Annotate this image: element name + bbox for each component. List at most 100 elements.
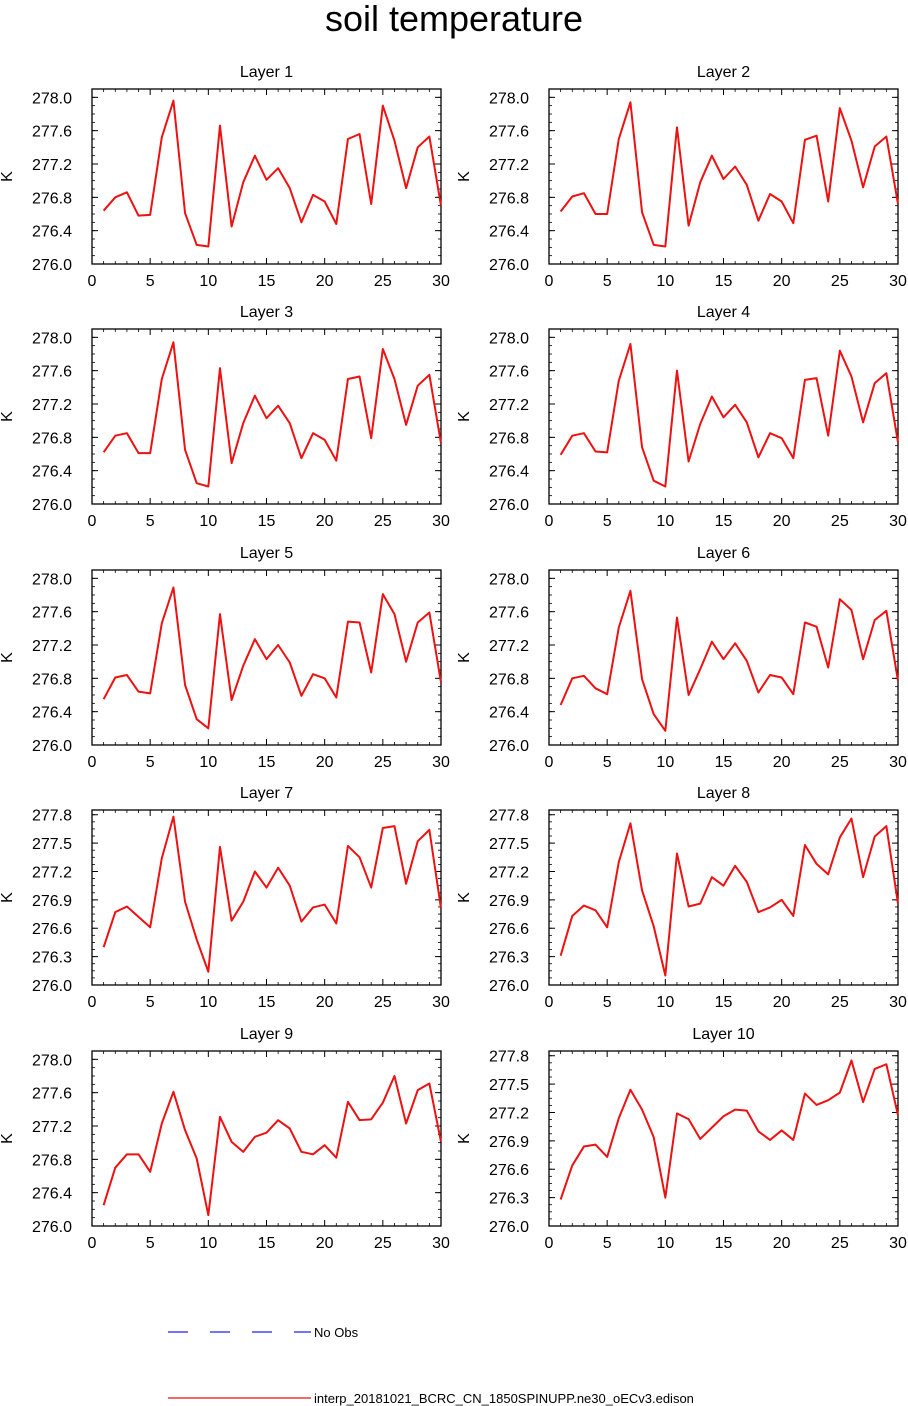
x-tick-label: 20 [316,754,334,771]
y-tick-label: 276.9 [489,1134,529,1151]
x-tick-label: 5 [603,994,612,1011]
x-tick-label: 10 [656,994,674,1011]
y-tick-label: 278.0 [489,571,529,588]
y-tick-label: 276.4 [32,464,72,481]
plot-frame [91,88,442,265]
y-tick-label: 276.4 [32,705,72,722]
y-tick-label: 277.2 [32,864,72,881]
x-tick-label: 0 [545,994,554,1011]
x-tick-label: 20 [316,273,334,290]
y-tick-label: 277.2 [32,397,72,414]
y-tick-label: 277.2 [489,157,529,174]
y-tick-label: 277.2 [489,864,529,881]
y-axis-label: K [456,1133,473,1144]
x-tick-label: 0 [545,1235,554,1252]
x-tick-label: 30 [432,513,450,530]
x-tick-label: 20 [316,513,334,530]
y-tick-label: 277.6 [32,364,72,381]
x-tick-label: 20 [316,1235,334,1252]
x-tick-label: 5 [146,513,155,530]
x-tick-label: 10 [199,994,217,1011]
figure-title: soil temperature [324,0,584,39]
series-line [559,817,899,977]
series-line [102,586,442,730]
x-tick-label: 0 [88,513,97,530]
y-tick-label: 277.2 [489,1105,529,1122]
y-tick-label: 276.4 [32,1186,72,1203]
y-axis-label: K [0,411,16,422]
panel-title: Layer 2 [697,64,750,81]
x-tick-label: 25 [831,994,849,1011]
x-tick-label: 10 [656,754,674,771]
panel-title: Layer 1 [240,64,293,81]
y-tick-label: 276.6 [489,921,529,938]
x-tick-label: 20 [773,1235,791,1252]
y-tick-label: 277.8 [32,808,72,825]
x-tick-label: 25 [374,754,392,771]
x-tick-label: 10 [199,754,217,771]
y-tick-label: 276.6 [489,1162,529,1179]
x-tick-label: 0 [88,273,97,290]
x-tick-label: 30 [432,273,450,290]
y-tick-label: 276.3 [489,1191,529,1208]
x-tick-label: 15 [715,513,733,530]
y-axis-label: K [0,171,16,182]
y-tick-label: 276.4 [32,224,72,241]
y-tick-label: 276.0 [489,257,529,274]
x-tick-label: 30 [432,1235,450,1252]
y-tick-label: 278.0 [489,330,529,347]
y-axis-label: K [0,652,16,663]
y-tick-label: 277.5 [489,1077,529,1094]
y-tick-label: 277.6 [489,364,529,381]
series-line [559,343,899,488]
legend: No Obs interp_20181021_BCRC_CN_1850SPINUP… [168,1325,694,1406]
x-tick-label: 20 [773,273,791,290]
y-tick-label: 276.6 [32,921,72,938]
y-tick-label: 276.8 [32,1152,72,1169]
panel-title: Layer 3 [240,304,293,321]
y-axis-label: K [456,171,473,182]
chart-panel-layer-7: Layer 7 K 0 5 10 15 20 25 30 276.0 276.3 276.6 276.9… [0,785,450,1011]
panel-title: Layer 5 [240,545,293,562]
x-tick-label: 25 [831,754,849,771]
chart-panel-layer-9: Layer 9 K 0 5 10 15 20 25 30 276.0 276.4 276.8 277.2… [0,1026,450,1252]
y-axis-label: K [456,652,473,663]
y-axis-label: K [0,892,16,903]
y-tick-label: 277.6 [32,1086,72,1103]
y-tick-label: 276.4 [489,705,529,722]
series-line [102,341,442,488]
x-tick-label: 25 [831,513,849,530]
x-tick-label: 0 [545,513,554,530]
panel-title: Layer 10 [692,1026,754,1043]
series-line [102,1075,442,1217]
plot-frame [548,809,899,986]
y-tick-label: 277.6 [32,605,72,622]
plot-frame [91,1050,442,1227]
x-tick-label: 25 [374,513,392,530]
y-tick-label: 276.9 [32,893,72,910]
y-tick-label: 277.5 [32,836,72,853]
x-tick-label: 25 [831,273,849,290]
x-tick-label: 25 [374,273,392,290]
plot-frame [548,88,899,265]
x-tick-label: 0 [545,273,554,290]
x-tick-label: 10 [656,513,674,530]
x-tick-label: 5 [146,273,155,290]
y-tick-label: 278.0 [32,571,72,588]
y-tick-label: 276.8 [489,190,529,207]
y-tick-label: 278.0 [32,330,72,347]
series-line [102,815,442,973]
x-tick-label: 30 [889,754,907,771]
x-tick-label: 5 [146,994,155,1011]
y-tick-label: 277.2 [32,157,72,174]
x-tick-label: 15 [258,1235,276,1252]
y-axis-label: K [456,892,473,903]
chart-panel-layer-10: Layer 10 K 0 5 10 15 20 25 30 276.0 276.3 276.6 276.… [456,1026,907,1252]
y-tick-label: 277.8 [489,808,529,825]
chart-panel-layer-2: Layer 2 K 0 5 10 15 20 25 30 276.0 276.4 276.8 277.2… [456,64,907,290]
x-tick-label: 30 [889,1235,907,1252]
x-tick-label: 10 [656,273,674,290]
y-tick-label: 277.2 [32,1119,72,1136]
x-tick-label: 25 [374,1235,392,1252]
x-tick-label: 10 [199,513,217,530]
